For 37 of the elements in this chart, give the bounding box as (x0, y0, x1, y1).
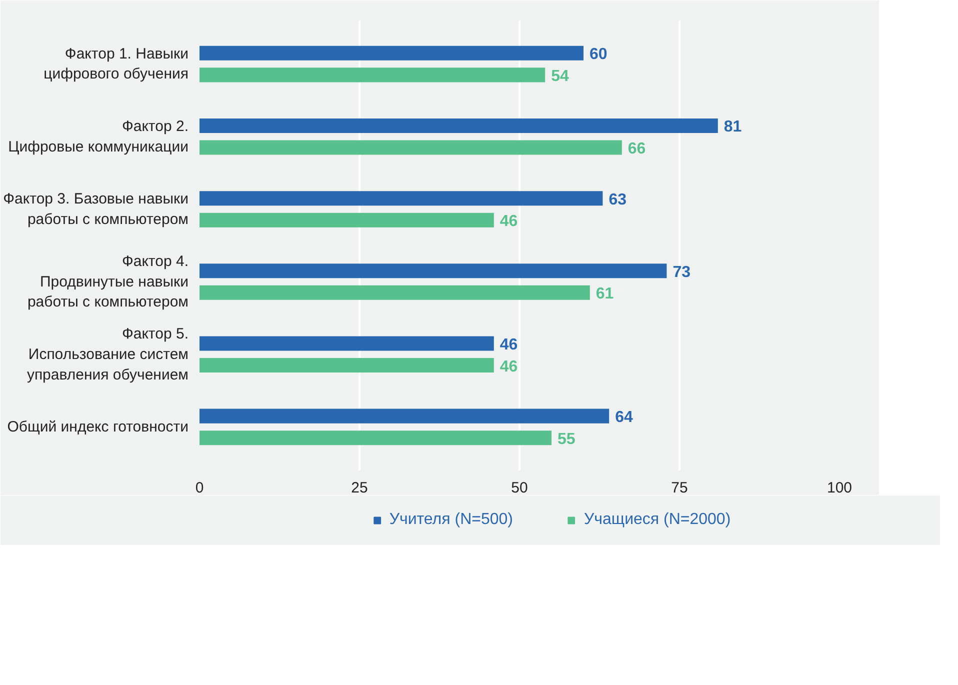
bar (200, 336, 494, 351)
y-tick-label: Фактор 5. Использование систем управления обучением (26, 325, 189, 384)
bar (200, 285, 590, 300)
y-tick-label: Фактор 4. Продвинутые навыки работы с компьютером (27, 252, 189, 311)
bar (200, 358, 494, 373)
y-tick-label: Фактор 3. Базовые навыки работы с компьютером (3, 190, 189, 228)
data-label: 63 (608, 191, 627, 208)
data-label: 54 (551, 68, 569, 85)
data-label: 61 (596, 286, 614, 303)
legend-label: Учителя (N=500) (389, 511, 513, 529)
data-label: 46 (500, 336, 518, 354)
bar (200, 430, 552, 446)
data-label: 46 (500, 213, 518, 230)
y-tick-label: Общий индекс готовности (7, 418, 189, 436)
bar (200, 46, 584, 60)
x-tick-label: 25 (351, 480, 368, 496)
x-tick-label: 75 (671, 480, 688, 496)
y-tick-label: Фактор 1. Навыки цифрового обучения (44, 45, 189, 83)
data-label: 73 (672, 264, 691, 281)
bar (200, 191, 603, 206)
bar (200, 118, 718, 133)
x-tick-label: 0 (195, 480, 204, 496)
legend-label: Учащиеся (N=2000) (584, 511, 731, 529)
y-tick-label: Фактор 2. Цифровые коммуникации (8, 118, 189, 156)
x-tick-label: 50 (511, 480, 528, 496)
bar (200, 212, 494, 228)
data-label: 60 (590, 46, 608, 64)
data-label: 55 (558, 430, 576, 448)
data-label: 64 (615, 409, 633, 426)
data-label: 46 (500, 358, 518, 376)
data-label: 81 (724, 118, 742, 136)
bar (200, 264, 667, 278)
bar (200, 408, 610, 424)
data-label: 66 (628, 140, 646, 158)
x-tick-label: 100 (826, 480, 852, 496)
bar (200, 140, 622, 155)
bar (200, 68, 546, 82)
